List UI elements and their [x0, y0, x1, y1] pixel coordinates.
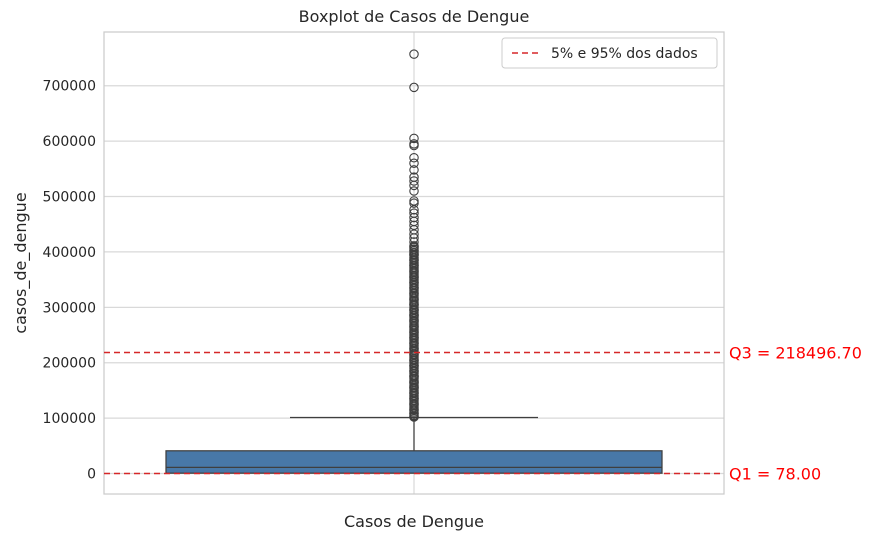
- outlier-point: [409, 229, 419, 239]
- outlier-point: [409, 140, 419, 151]
- legend: 5% e 95% dos dados: [501, 37, 718, 69]
- outlier-point: [409, 165, 419, 175]
- outlier-points: [409, 49, 419, 422]
- outlier-point: [409, 198, 419, 208]
- outlier-point: [409, 49, 419, 59]
- y-tick-label: 400000: [43, 245, 96, 261]
- reference-line-label: Q3 = 218496.70: [729, 343, 862, 362]
- outlier-point: [409, 133, 419, 144]
- y-tick-label: 0: [87, 467, 96, 483]
- chart-title: Boxplot de Casos de Dengue: [299, 7, 530, 26]
- y-tick-label: 700000: [43, 79, 96, 95]
- iqr-box: [165, 450, 663, 474]
- y-tick-label: 300000: [43, 300, 96, 316]
- y-tick-label: 500000: [43, 190, 96, 206]
- x-axis-title: Casos de Dengue: [344, 512, 484, 531]
- legend-label: 5% e 95% dos dados: [551, 46, 698, 62]
- y-tick-label: 600000: [43, 134, 96, 150]
- reference-line-label: Q1 = 78.00: [729, 464, 821, 483]
- y-tick-labels: 0 100000 200000 300000 400000 500000 600000 700…: [43, 79, 96, 483]
- y-tick-label: 200000: [43, 356, 96, 372]
- y-axis-title: casos_de_dengue: [11, 192, 31, 333]
- outlier-point: [409, 205, 419, 215]
- outlier-point: [409, 241, 419, 251]
- box-group: [165, 416, 663, 474]
- outlier-point: [409, 82, 419, 93]
- outlier-point: [409, 152, 419, 163]
- y-tick-label: 100000: [43, 411, 96, 427]
- reference-lines: Q3 = 218496.70 Q1 = 78.00: [104, 343, 862, 483]
- outlier-point: [409, 158, 419, 169]
- outlier-point: [409, 176, 419, 186]
- outlier-point: [409, 186, 419, 196]
- plot-frame: [103, 31, 725, 495]
- legend-box: [501, 37, 718, 69]
- outlier-point: [409, 212, 419, 223]
- outlier-point: [409, 180, 419, 191]
